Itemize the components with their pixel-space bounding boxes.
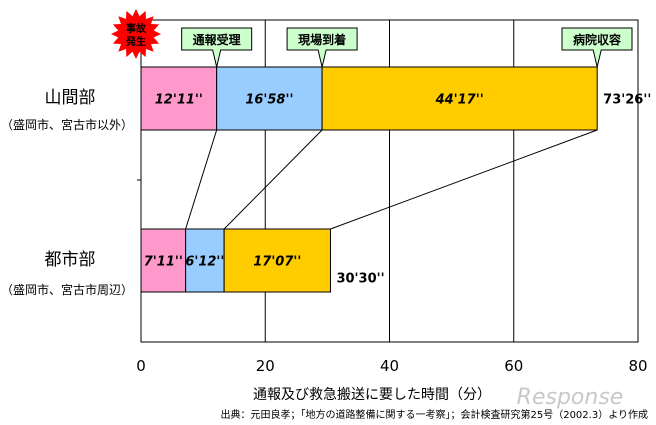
category-sublabel-1: （盛岡市、宮古市周辺） [1, 282, 133, 297]
connector-layer [185, 129, 598, 230]
annotation-label-3: 病院収容 [573, 32, 621, 47]
x-tick-label-4: 80 [628, 357, 647, 375]
annotation-label-1: 通報受理 [193, 32, 241, 47]
bar-segment-0-2 [321, 66, 598, 131]
label-layer: 12'11'' 16'58'' 44'17'' 73'26'' 山間部 （盛岡市、宮古市以… [1, 88, 651, 297]
bar-segment-0-0 [140, 66, 218, 131]
connector-line-2 [223, 129, 323, 230]
bar-segment-1-2 [223, 228, 331, 293]
callout-box-3 [561, 27, 633, 68]
bar-layer [140, 66, 598, 293]
segment-label-0-2: 44'17'' [435, 93, 484, 108]
bar-segment-1-1 [185, 228, 225, 293]
watermark: Response [517, 385, 624, 410]
x-axis-label: 通報及び救急搬送に要した時間（分） [253, 387, 491, 403]
x-tick-label-0: 0 [136, 357, 146, 375]
source-note: 出典：元田良孝；「地方の道路整備に関する一考察」；会計検査研究第25号（2002… [220, 408, 648, 421]
segment-label-1-0: 7'11'' [144, 255, 183, 270]
annotation-label-0-line2: 発生 [125, 35, 146, 48]
connector-line-3 [330, 129, 598, 230]
segment-label-0-1: 16'58'' [245, 93, 293, 108]
category-label-0: 山間部 [45, 88, 96, 108]
accident-star-burst [111, 9, 161, 59]
connector-line-1 [185, 129, 218, 230]
total-label-0: 73'26'' [603, 93, 651, 108]
annotation-label-0: 事故 [126, 22, 147, 35]
segment-label-1-2: 17'07'' [253, 255, 301, 270]
total-label-1: 30'30'' [336, 272, 384, 287]
segment-label-1-1: 6'12'' [185, 255, 224, 270]
segment-label-0-0: 12'11'' [155, 93, 203, 108]
x-tick-label-1: 20 [256, 357, 275, 375]
x-tick-label-2: 40 [380, 357, 399, 375]
annotation-label-2: 現場到着 [298, 32, 346, 47]
callout-box-2 [286, 27, 358, 68]
callout-box-1 [181, 27, 253, 68]
category-sublabel-0: （盛岡市、宮古市以外） [1, 117, 133, 132]
x-tick-label-3: 60 [504, 357, 523, 375]
category-label-1: 都市部 [45, 250, 96, 270]
